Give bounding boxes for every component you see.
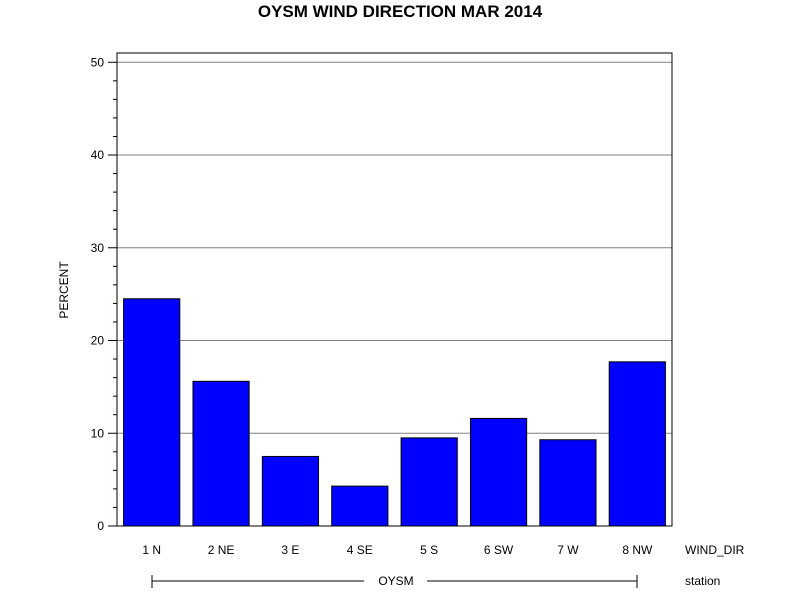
chart-title: OYSM WIND DIRECTION MAR 2014 <box>258 2 543 21</box>
bar-8-nw <box>608 361 666 527</box>
bar-3-e <box>261 455 320 527</box>
x-axis-label: WIND_DIR <box>685 543 745 557</box>
bars <box>123 298 666 527</box>
x-axis-labels: 1 N 2 NE 3 E 4 SE 5 S 6 SW 7 W 8 NW <box>142 543 653 557</box>
plot-frame <box>116 52 673 527</box>
y-axis-label: PERCENT <box>57 261 71 319</box>
station-group-axis: OYSM <box>151 574 638 588</box>
y-tick-label: 50 <box>91 55 105 69</box>
y-tick-label: 30 <box>91 241 105 255</box>
bar-7-w <box>539 439 597 527</box>
bar-6-sw <box>469 417 528 527</box>
bar-2-ne <box>192 380 250 527</box>
bar-4-se <box>331 485 389 527</box>
x-tick-label: 1 N <box>142 543 161 557</box>
station-axis-label: station <box>685 574 720 588</box>
y-tick-label: 10 <box>91 426 105 440</box>
x-tick-label: 7 W <box>557 543 579 557</box>
x-tick-label: 4 SE <box>347 543 373 557</box>
x-tick-label: 5 S <box>420 543 438 557</box>
y-axis: 0 10 20 30 40 50 <box>91 55 117 533</box>
bar-1-n <box>123 298 181 527</box>
y-tick-label: 40 <box>91 148 105 162</box>
gridlines <box>117 61 672 434</box>
x-tick-label: 8 NW <box>622 543 653 557</box>
bar-5-s <box>400 437 458 527</box>
x-tick-label: 6 SW <box>484 543 514 557</box>
y-tick-label: 20 <box>91 334 105 348</box>
station-name: OYSM <box>378 574 413 588</box>
x-tick-label: 3 E <box>281 543 299 557</box>
x-tick-label: 2 NE <box>208 543 235 557</box>
y-tick-label: 0 <box>97 519 104 533</box>
